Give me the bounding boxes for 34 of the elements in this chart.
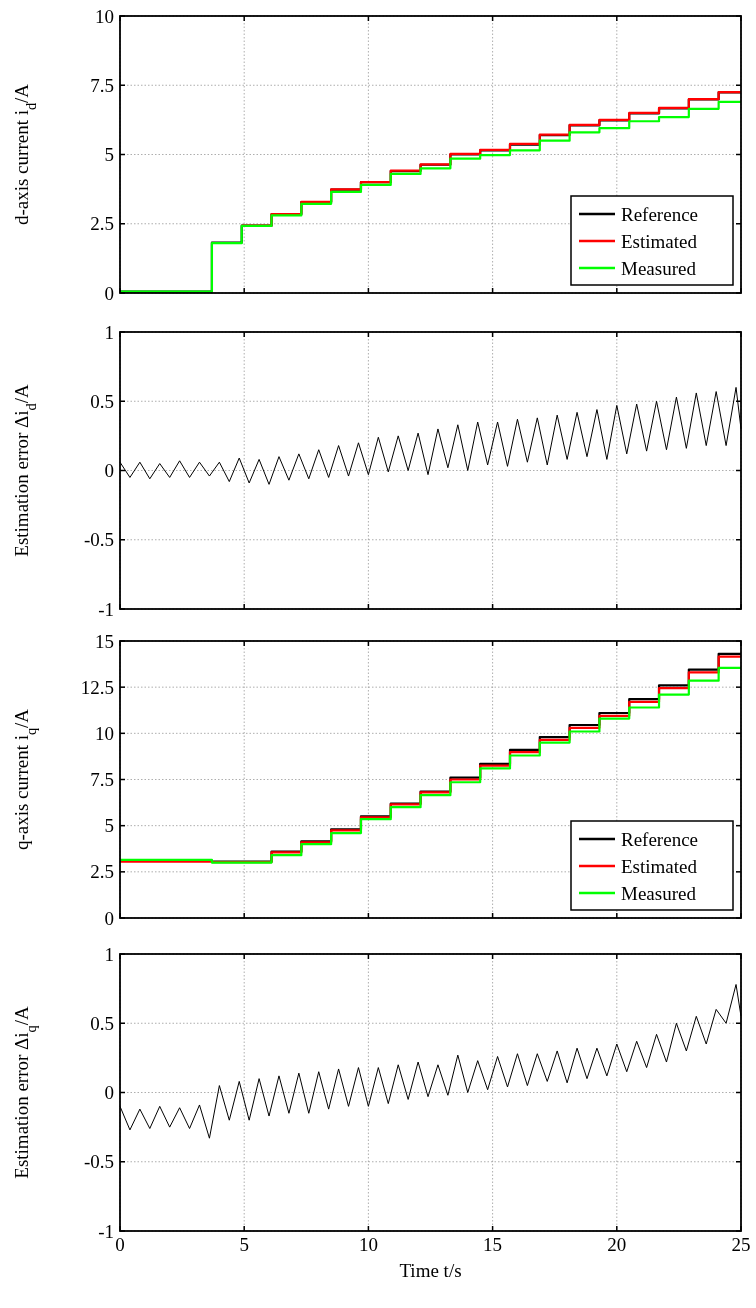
y-tick-label: 1 (104, 943, 114, 965)
y-tick-label: 7.5 (90, 74, 114, 96)
x-tick-label: 25 (731, 1234, 751, 1255)
legend-label: Measured (621, 882, 697, 904)
y-tick-label: 0 (104, 907, 114, 929)
y-tick-label: 5 (104, 144, 114, 166)
y-tick-label: 7.5 (90, 769, 114, 791)
y-tick-label: 0.5 (90, 1012, 114, 1034)
x-tick-label: 20 (607, 1234, 627, 1255)
x-tick-label: 10 (358, 1234, 378, 1255)
y-tick-label: 0 (104, 1082, 114, 1104)
x-axis-title: Time t/s (399, 1260, 462, 1281)
y-tick-label: 0.5 (90, 390, 114, 412)
y-tick-label: 2.5 (90, 861, 114, 883)
y-tick-label: 0 (104, 282, 114, 304)
y-tick-label: 2.5 (90, 213, 114, 235)
y-tick-label: 5 (104, 815, 114, 837)
y-tick-label: 15 (95, 630, 114, 652)
x-tick-label: 5 (239, 1234, 249, 1255)
legend-label: Estimated (621, 855, 698, 877)
y-tick-label: 0 (104, 460, 114, 482)
legend-label: Estimated (621, 230, 698, 252)
y-tick-label: -0.5 (83, 529, 114, 551)
y-tick-label: 1 (104, 321, 114, 343)
legend-label: Measured (621, 257, 697, 279)
y-tick-label: 10 (95, 722, 114, 744)
y-tick-label: -1 (98, 598, 114, 620)
x-tick-label: 15 (483, 1234, 503, 1255)
y-tick-label: -1 (98, 1220, 114, 1242)
y-tick-label: 10 (95, 5, 114, 27)
legend-label: Reference (621, 203, 698, 225)
y-tick-label: -0.5 (83, 1151, 114, 1173)
legend-label: Reference (621, 828, 698, 850)
y-tick-label: 12.5 (80, 676, 114, 698)
